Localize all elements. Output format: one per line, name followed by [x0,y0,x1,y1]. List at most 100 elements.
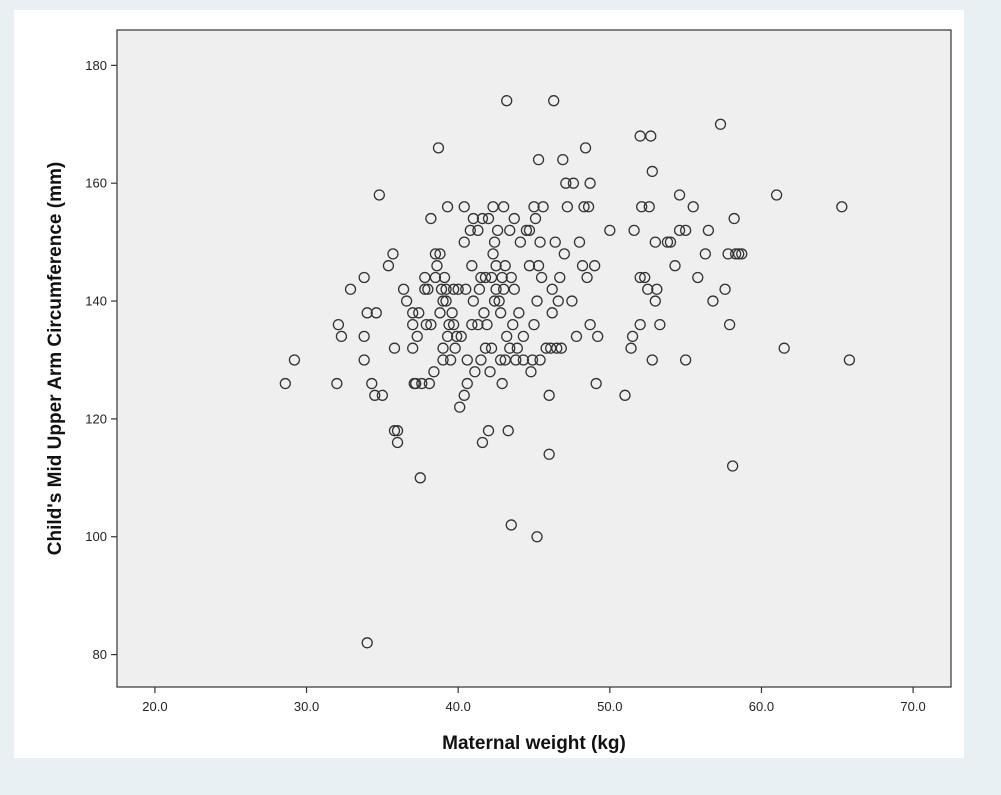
data-point [634,271,646,284]
data-point [649,236,661,248]
data-point [435,283,448,295]
data-point [441,330,454,343]
data-point [411,330,423,343]
data-point [461,377,473,390]
data-point [494,307,507,319]
data-point [344,283,357,295]
data-point [578,201,590,213]
data-point [723,318,736,331]
data-point [331,377,343,390]
data-point [425,318,437,331]
data-point [576,260,589,272]
data-point [555,342,567,354]
data-point [466,260,478,272]
data-point [475,354,487,366]
data-point [416,377,428,390]
data-point [567,177,580,189]
data-point [437,354,449,366]
data-point [592,330,604,343]
data-point [548,95,560,107]
data-point [728,212,740,225]
data-point [736,248,748,260]
data-point [447,318,460,331]
data-point [645,130,657,142]
data-point [440,283,452,295]
data-point [451,330,463,343]
data-point [642,283,654,295]
data-point [440,295,452,307]
data-point [679,354,692,366]
data-point [485,342,498,354]
data-point [491,224,504,236]
data-points [279,95,856,649]
data-point [447,283,460,295]
data-point [461,354,473,366]
data-point [636,201,648,213]
data-point [646,354,658,366]
data-point [517,330,530,343]
data-point [366,377,378,390]
data-point [444,354,457,366]
chart-card: 20.0 30.0 40.0 50.0 60.0 70.0 80 100 120 140 160 1… [14,10,964,758]
data-point [443,318,455,331]
data-point [382,260,395,272]
data-point [770,189,783,201]
data-point [654,318,666,331]
data-point [498,201,510,213]
data-point [479,271,492,284]
data-point [358,354,370,366]
data-point [455,330,467,343]
data-point [625,342,637,354]
data-point [397,283,410,295]
data-point [549,236,561,248]
data-point [429,248,442,260]
data-point [733,248,745,260]
data-point [526,354,539,366]
data-point [692,271,704,284]
data-point [573,236,586,248]
y-axis-title: Child's Mid Upper Arm Circumference (mm) [45,162,66,555]
data-point [661,236,674,248]
data-point [525,366,537,378]
data-point [458,236,470,248]
y-tick-label: 80 [93,647,107,662]
data-point [388,342,401,354]
data-point [449,342,461,354]
data-point [543,389,555,401]
data-point [488,295,501,307]
data-point [496,271,508,284]
data-point [639,271,651,284]
data-point [407,342,419,354]
data-point [554,271,566,284]
data-point [376,389,389,401]
data-point [505,519,517,531]
data-point [434,248,446,260]
x-axis: 20.0 30.0 40.0 50.0 60.0 70.0 [142,687,926,714]
data-point [532,153,545,166]
data-point [626,330,639,343]
data-point [476,436,489,449]
data-point [332,318,345,331]
data-point [514,236,527,248]
data-point [413,307,425,319]
data-point [425,212,437,225]
data-point [490,260,502,272]
data-point [528,201,540,213]
data-point [441,201,454,213]
data-point [546,307,558,319]
data-point [843,354,856,366]
data-point [534,236,546,248]
data-point [484,366,496,378]
data-point [646,165,658,178]
data-point [391,425,404,437]
data-point [358,271,370,284]
data-point [478,307,490,319]
data-point [504,342,516,354]
data-point [479,342,492,354]
data-point [543,448,555,460]
data-point [532,260,545,272]
data-point [523,224,536,236]
data-point [619,389,631,401]
x-tick-label: 30.0 [294,699,319,714]
data-point [507,318,519,331]
